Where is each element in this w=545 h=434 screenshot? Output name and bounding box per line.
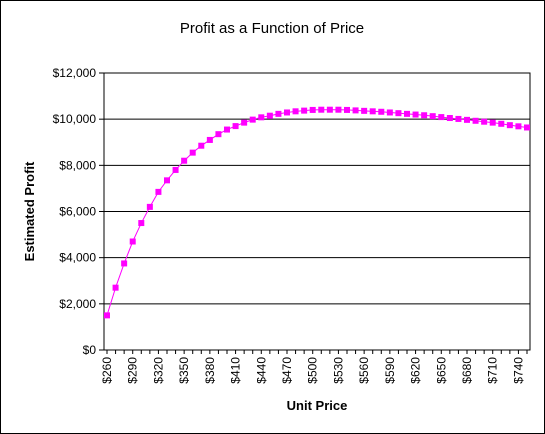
data-point (112, 284, 119, 291)
y-axis-ticks: $0 $2,000 $4,000 $6,000 $8,000 $10,000 $12,000 (53, 66, 104, 357)
x-tick-label: $500 (306, 357, 320, 384)
data-point (206, 136, 213, 143)
data-point (241, 119, 248, 126)
data-point (506, 122, 513, 129)
data-point (189, 149, 196, 156)
y-tick-label: $10,000 (53, 112, 97, 126)
gridlines (104, 118, 530, 305)
x-tick-label: $470 (280, 357, 294, 384)
x-tick-label: $740 (511, 357, 525, 384)
data-point (309, 106, 316, 113)
y-axis-title: Estimated Profit (22, 161, 37, 261)
x-tick-label: $650 (434, 357, 448, 384)
x-tick-label: $320 (151, 357, 165, 384)
data-point (121, 260, 128, 267)
data-point (421, 112, 428, 119)
y-tick-label: $4,000 (59, 251, 96, 265)
data-point (404, 110, 410, 117)
y-tick-label: $2,000 (59, 297, 96, 311)
x-tick-label: $290 (126, 357, 140, 384)
x-tick-label: $350 (177, 357, 191, 384)
data-point (335, 106, 342, 113)
data-point (138, 220, 145, 227)
data-point (164, 177, 170, 184)
x-tick-label: $530 (331, 357, 345, 384)
data-point (301, 107, 308, 114)
data-point (249, 116, 256, 123)
data-point (129, 238, 136, 245)
data-point (455, 115, 462, 122)
data-point (318, 106, 325, 113)
data-point (146, 203, 153, 210)
y-tick-label: $6,000 (59, 205, 96, 219)
series-profit (104, 106, 530, 319)
x-tick-label: $380 (203, 357, 217, 384)
x-tick-label: $260 (100, 357, 114, 384)
data-point (181, 157, 188, 164)
data-point (215, 131, 222, 138)
data-point (515, 123, 522, 130)
data-point (524, 124, 530, 131)
x-tick-label: $710 (486, 357, 500, 384)
data-point (446, 115, 453, 122)
x-tick-label: $620 (409, 357, 423, 384)
data-point (386, 109, 393, 116)
data-point (464, 116, 470, 123)
data-point (232, 123, 239, 130)
data-point (284, 109, 290, 116)
data-point (489, 119, 496, 126)
x-tick-label: $680 (460, 357, 474, 384)
x-tick-label: $410 (229, 357, 243, 384)
data-point (275, 110, 282, 117)
data-point (395, 110, 402, 117)
data-point (412, 111, 419, 118)
data-point (378, 108, 385, 115)
data-point (172, 166, 179, 173)
data-point (429, 113, 436, 120)
y-tick-label: $12,000 (53, 66, 97, 80)
x-tick-label: $590 (383, 357, 397, 384)
series-line (106, 109, 528, 316)
data-point (155, 188, 162, 195)
data-point (472, 117, 479, 124)
chart-title: Profit as a Function of Price (180, 20, 364, 37)
y-tick-label: $8,000 (59, 158, 96, 172)
data-point (292, 108, 299, 115)
x-tick-label: $560 (357, 357, 371, 384)
data-point (352, 107, 359, 114)
data-point (481, 118, 488, 125)
data-point (344, 106, 350, 113)
data-point (224, 126, 230, 133)
data-point (498, 120, 505, 127)
data-point (258, 114, 265, 121)
data-point (326, 106, 333, 113)
data-point (266, 112, 273, 119)
data-point (361, 107, 368, 114)
x-axis-title: Unit Price (287, 398, 348, 413)
data-point (369, 108, 376, 115)
x-tick-label: $440 (254, 357, 268, 384)
x-axis-ticks: $260 $290 $320 $350 $380 $410 $440 $470 $500 $530… (100, 350, 528, 384)
data-point (198, 142, 205, 149)
data-point (438, 114, 445, 121)
y-tick-label: $0 (83, 343, 97, 357)
data-point (104, 312, 110, 319)
